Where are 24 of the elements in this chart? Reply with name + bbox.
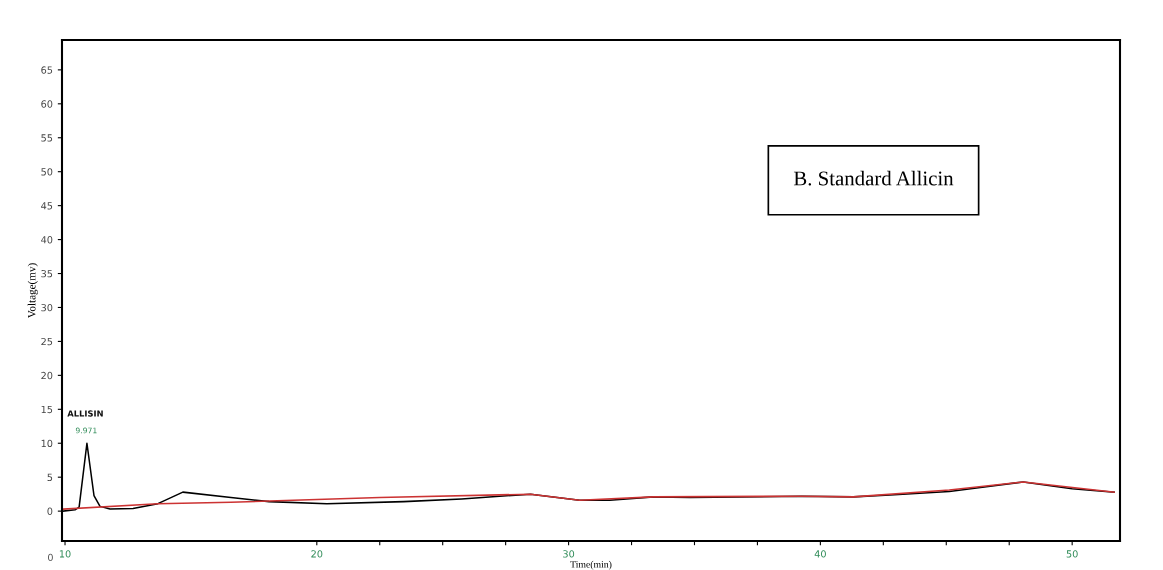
y-tick-label: 30 — [41, 303, 53, 312]
y-tick-label: 65 — [41, 66, 53, 74]
y-tick-label: 55 — [41, 134, 53, 142]
x-tick-label: 50 — [1066, 550, 1078, 558]
y-tick-label: 15 — [41, 405, 53, 414]
x-tick-label: 40 — [814, 550, 826, 558]
y-tick-label: 25 — [41, 337, 53, 346]
y-tick-label: 0 — [47, 507, 53, 515]
x-tick-label: 10 — [59, 550, 71, 558]
y-tick-label: 60 — [41, 100, 53, 108]
y-axis-title: Voltage(mv) — [27, 263, 38, 319]
line-series — [62, 481, 1115, 510]
annotation: B. Standard Allicin — [793, 170, 954, 186]
y-tick-label: 50 — [41, 168, 53, 176]
x-axis-title: Time(min) — [570, 560, 612, 570]
y-tick-label: 10 — [41, 439, 53, 448]
y-tick-label: 45 — [41, 202, 53, 210]
y-tick-label: 20 — [41, 371, 53, 380]
x-tick-label: 20 — [311, 550, 323, 558]
y-tick-label: 40 — [41, 236, 53, 244]
x-tick-label: 30 — [563, 550, 575, 558]
y-tick-label: 5 — [47, 473, 53, 482]
y-tick-label: 35 — [41, 270, 53, 278]
annotation: ALLISIN — [67, 410, 103, 417]
